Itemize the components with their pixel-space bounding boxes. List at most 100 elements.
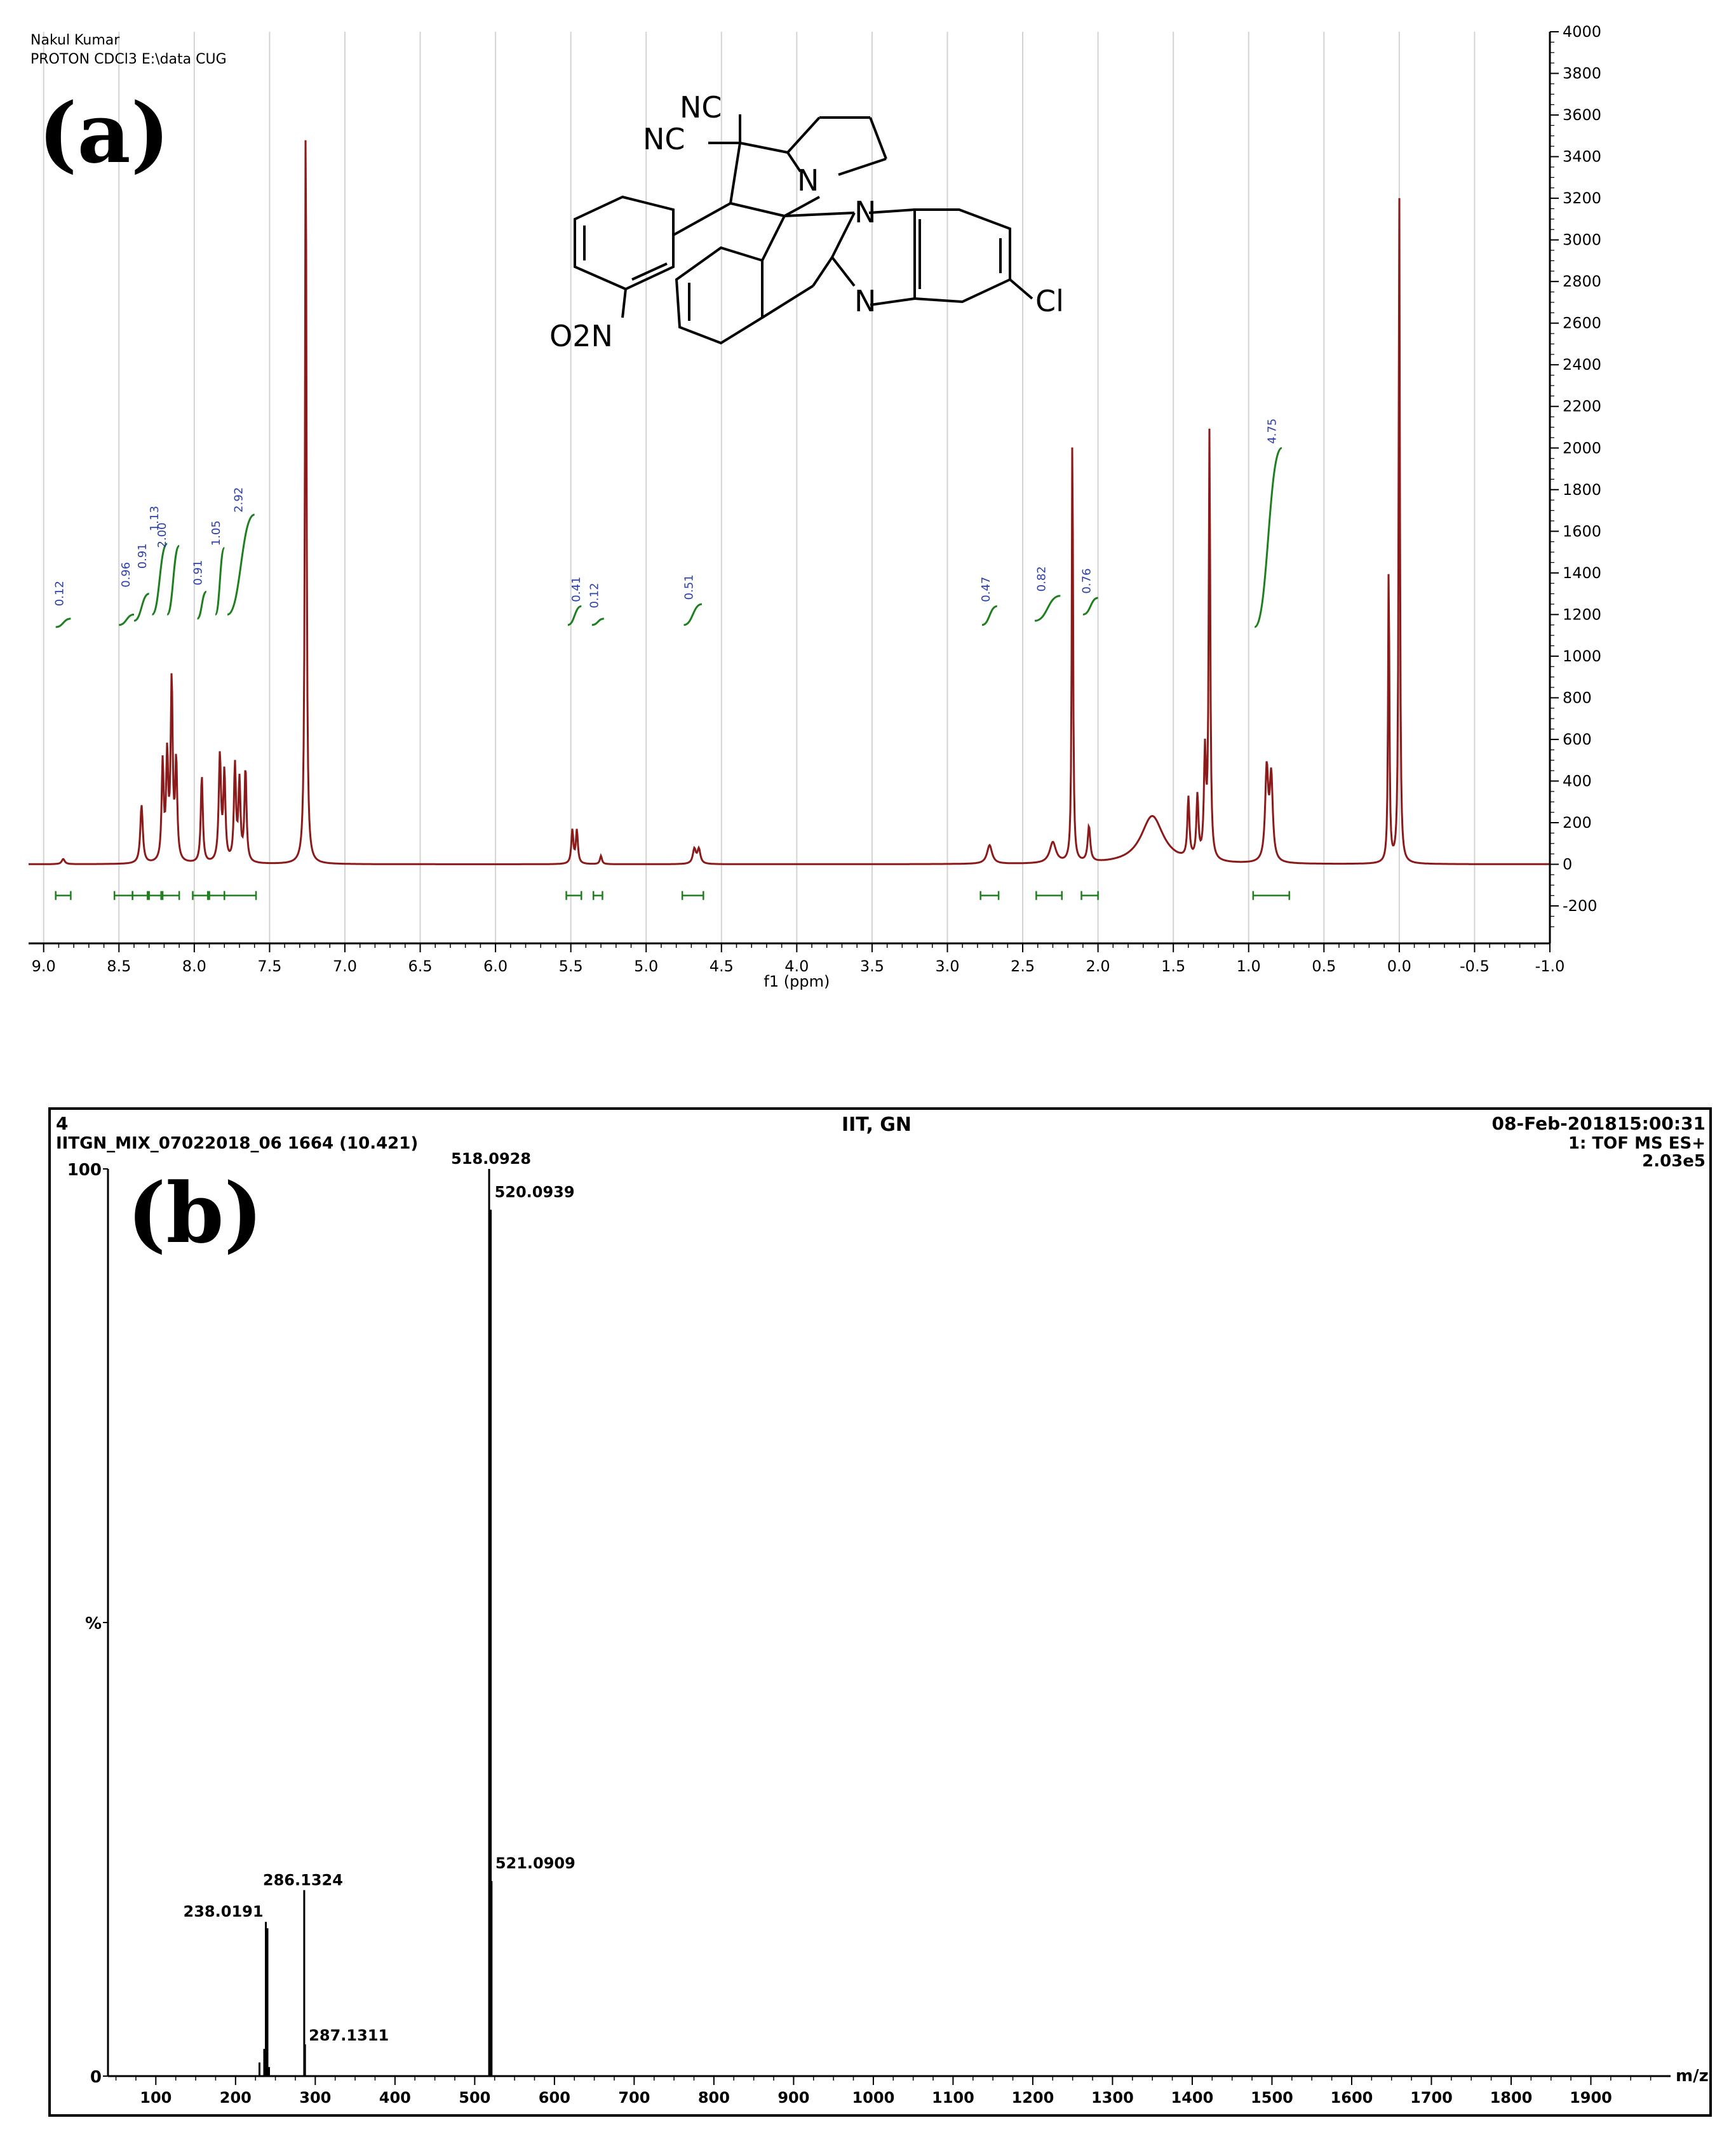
nmr-y-tick-label: 2800 <box>1563 273 1601 290</box>
ms-x-tick-label: 700 <box>618 2089 650 2107</box>
mass-spectrum-chart: 4 IITGN_MIX_07022018_06 1664 (10.421) II… <box>0 1093 1736 2129</box>
ms-x-tick-label: 1200 <box>1012 2089 1054 2107</box>
nmr-integral-curve <box>151 543 168 616</box>
nmr-y-tick-label: 2200 <box>1563 398 1601 415</box>
nmr-integrals: 0.120.960.911.132.000.911.052.920.41 0.12… <box>53 419 1282 628</box>
nmr-integral-value: 0.91 <box>136 543 149 569</box>
ms-peak-label: 520.0939 <box>495 1183 575 1201</box>
atom-label-no2: O2N <box>549 319 613 353</box>
nmr-integral-curve <box>981 605 998 626</box>
nmr-integral-curve <box>1254 447 1282 628</box>
nmr-integral-curve <box>683 603 703 626</box>
nmr-integral-value: 0.91 <box>192 560 205 585</box>
nmr-x-tick-label: 0.0 <box>1387 957 1411 975</box>
atom-label-nc-left: NC <box>643 122 685 156</box>
nmr-x-tick-label: 8.0 <box>182 957 206 975</box>
nmr-integral-curve <box>591 617 605 626</box>
nmr-y-tick-label: 800 <box>1563 689 1592 706</box>
nmr-integral-value: 0.96 <box>119 562 133 588</box>
nmr-x-tick-label: 6.0 <box>483 957 508 975</box>
ms-x-tick-label: 100 <box>140 2089 172 2107</box>
nmr-x-tick-label: 2.0 <box>1086 957 1110 975</box>
atom-label-nc-top: NC <box>680 90 722 125</box>
ms-x-tick-label: 1600 <box>1331 2089 1373 2107</box>
nmr-integral-value: 0.51 <box>683 574 696 600</box>
atom-label-cl: Cl <box>1035 284 1064 318</box>
ms-x-tick-label: 400 <box>379 2089 411 2107</box>
nmr-y-tick-label: 1000 <box>1563 647 1601 665</box>
nmr-integral-curve <box>166 544 180 616</box>
ms-peak-label: 238.0191 <box>184 1903 264 1920</box>
nmr-integral-curve <box>55 617 71 628</box>
nmr-integral-curve <box>133 593 150 622</box>
nmr-x-tick-label: 9.0 <box>32 957 56 975</box>
nmr-x-tick-label: 2.5 <box>1011 957 1035 975</box>
nmr-y-tick-label: 3800 <box>1563 65 1601 83</box>
ms-peak-label: 286.1324 <box>263 1871 343 1889</box>
nmr-integral-value: 0.47 <box>979 577 993 602</box>
nmr-y-tick-label: 2000 <box>1563 439 1601 457</box>
nmr-x-tick-label: 0.5 <box>1312 957 1336 975</box>
nmr-integral-value: 2.00 <box>156 522 169 548</box>
nmr-integral-curve <box>214 547 225 616</box>
nmr-integral-curve <box>1082 597 1098 616</box>
mass-spectrum-panel: 4 IITGN_MIX_07022018_06 1664 (10.421) II… <box>0 1093 1736 2129</box>
ms-x-tick-label: 600 <box>539 2089 570 2107</box>
ms-x-tick-label: 1100 <box>932 2089 974 2107</box>
nmr-x-tick-label: 3.5 <box>860 957 884 975</box>
nmr-y-tick-label: 600 <box>1563 731 1592 748</box>
ms-header-intensity: 2.03e5 <box>1642 1152 1706 1171</box>
nmr-y-tick-label: 3400 <box>1563 148 1601 166</box>
nmr-integral-value: 1.13 <box>148 506 161 531</box>
ms-y-tick-label: 0 <box>90 2068 102 2087</box>
ms-header-file: IITGN_MIX_07022018_06 1664 (10.421) <box>56 1134 418 1153</box>
nmr-y-tick-label: 3000 <box>1563 231 1601 249</box>
ms-peak-labels: 518.0928 520.0939 521.0909 286.1324 238.0191… <box>184 1150 575 2044</box>
nmr-y-tick-label: -200 <box>1563 897 1597 915</box>
ms-x-tick-label: 1300 <box>1091 2089 1134 2107</box>
nmr-y-tick-label: 3200 <box>1563 189 1601 207</box>
nmr-background <box>0 0 1736 1029</box>
nmr-integral-value: 1.05 <box>210 520 223 546</box>
ms-peaks <box>258 1169 493 2076</box>
ms-x-tick-label: 1400 <box>1171 2089 1214 2107</box>
ms-x-tick-label: 1500 <box>1251 2089 1293 2107</box>
nmr-integral-curve <box>119 613 135 626</box>
nmr-x-tick-label: 3.0 <box>935 957 959 975</box>
nmr-x-tick-label: 5.0 <box>634 957 658 975</box>
ms-x-tick-label: 800 <box>698 2089 730 2107</box>
ms-x-tick-label: 1900 <box>1570 2089 1612 2107</box>
nmr-y-tick-label: 4000 <box>1563 23 1601 41</box>
nmr-y-tick-label: 1400 <box>1563 564 1601 582</box>
nmr-x-tick-label: 8.5 <box>107 957 131 975</box>
ms-x-tick-label: 300 <box>299 2089 331 2107</box>
nmr-x-tick-label: 4.5 <box>710 957 734 975</box>
ms-peak-label: 521.0909 <box>495 1854 575 1872</box>
nmr-y-tick-label: 400 <box>1563 772 1592 790</box>
nmr-x-tick-label: 1.5 <box>1161 957 1185 975</box>
nmr-y-tick-label: 1200 <box>1563 605 1601 623</box>
ms-y-tick-label: 100 <box>67 1161 102 1180</box>
nmr-y-tick-label: 0 <box>1563 856 1572 874</box>
ms-x-axis-label: m/z <box>1676 2067 1709 2086</box>
nmr-axes: 9.0 8.5 8.0 7.5 7.0 6.5 6.0 5.5 5.0 4.5 4.0 3.5 3.0 2… <box>29 23 1601 975</box>
nmr-x-tick-label: -1.0 <box>1535 957 1565 975</box>
nmr-integral-ranges <box>55 891 1291 900</box>
ms-x-tick-label: 500 <box>459 2089 490 2107</box>
nmr-x-axis-label: f1 (ppm) <box>764 973 830 990</box>
nmr-integral-curve <box>196 590 208 620</box>
ms-header-mode: 1: TOF MS ES+ <box>1568 1134 1706 1153</box>
ms-x-tick-label: 1000 <box>852 2089 894 2107</box>
nmr-integral-curve <box>227 513 255 616</box>
ms-x-tick-label: 200 <box>220 2089 252 2107</box>
nmr-y-tick-label: 2400 <box>1563 356 1601 374</box>
ms-x-tick-label: 900 <box>777 2089 809 2107</box>
nmr-y-tick-label: 3600 <box>1563 106 1601 124</box>
molecular-structure <box>574 114 1033 345</box>
atom-label-n-pyrazine-top: N <box>854 195 876 229</box>
nmr-y-tick-label: 1800 <box>1563 481 1601 499</box>
ms-header-id: 4 <box>56 1113 68 1134</box>
nmr-integral-value: 0.12 <box>53 581 67 606</box>
atom-label-n-pyrrolidine: N <box>797 163 819 198</box>
nmr-x-tick-label: 6.5 <box>408 957 432 975</box>
